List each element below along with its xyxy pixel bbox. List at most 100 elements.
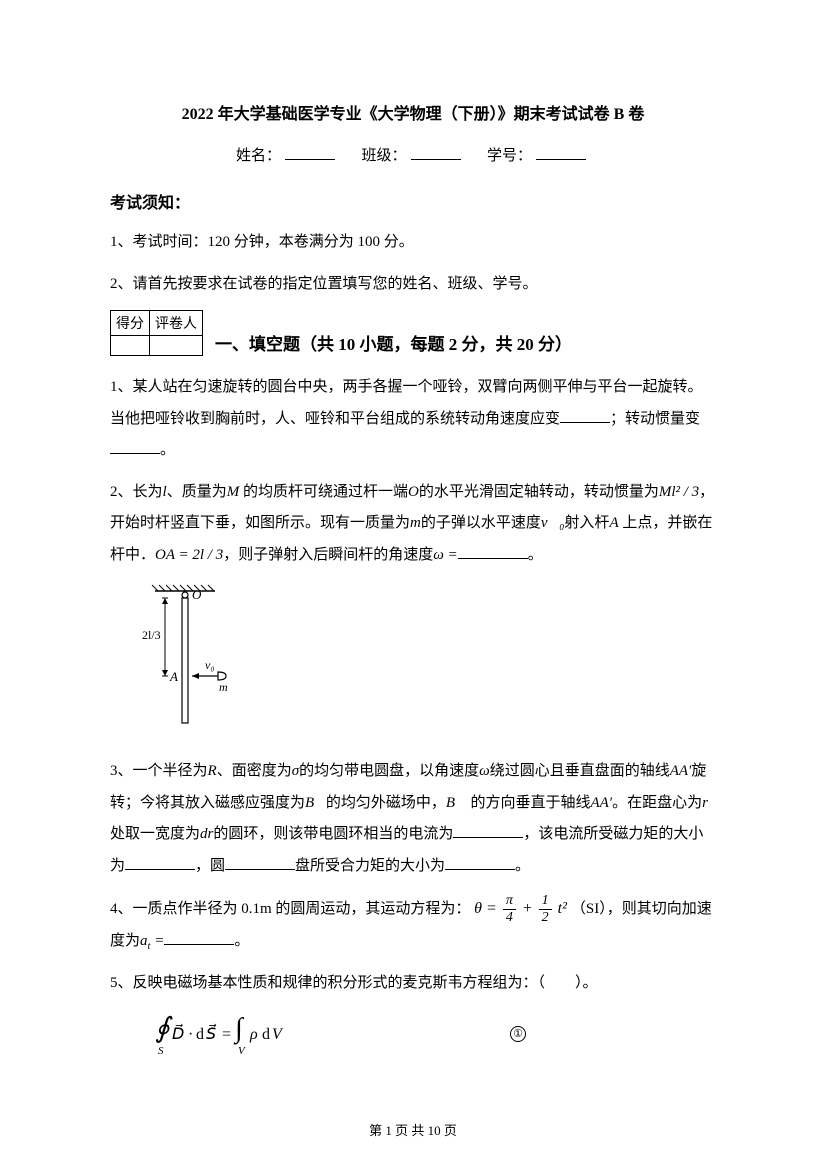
q3-var-AA1: AA′: [670, 763, 692, 779]
q3-text-l: ，圆: [195, 858, 225, 874]
section1-title: 一、填空题（共 10 小题，每题 2 分，共 20 分）: [215, 310, 572, 355]
q3-blank-2: [125, 855, 195, 870]
eq-number-1: ①: [510, 1026, 526, 1042]
q3-text-b: 、面密度为: [217, 763, 292, 779]
q1-blank-2: [110, 439, 160, 454]
q3-text-c: 的均匀带电圆盘，以角速度: [299, 763, 479, 779]
svg-text:ρ: ρ: [249, 1026, 258, 1043]
q3-text-i: 处取一宽度为: [110, 826, 200, 842]
q2-text-c: 的均质杆可绕通过杆一端: [239, 484, 408, 500]
q4-text-c: 。: [234, 933, 249, 949]
q4-t2: t²: [558, 900, 567, 917]
q1-blank-1: [560, 408, 610, 423]
id-label: 学号：: [487, 148, 532, 164]
q3-text-a: 3、一个半径为: [110, 763, 208, 779]
q3-blank-4: [445, 855, 515, 870]
q2-blank: [458, 544, 528, 559]
question-2: 2、长为l、质量为M 的均质杆可绕通过杆一端O的水平光滑固定轴转动，转动惯量为M…: [110, 477, 716, 572]
q2-text-j: 。: [528, 547, 543, 563]
q4-theta: θ: [474, 900, 482, 917]
notice-1: 1、考试时间：120 分钟，本卷满分为 100 分。: [110, 227, 716, 259]
svg-text:d: d: [196, 1026, 204, 1043]
q2-var-v0: v⃗₀: [541, 515, 565, 531]
question-4: 4、一质点作半径为 0.1m 的圆周运动，其运动方程为： θ = π4 + 12…: [110, 892, 716, 958]
svg-text:V: V: [272, 1026, 284, 1043]
q4-plus: +: [522, 900, 533, 917]
q3-var-B: B⃗: [305, 795, 326, 811]
q4-frac1-den: 4: [503, 910, 516, 925]
q4-blank: [164, 930, 234, 945]
q1-text-c: 。: [160, 442, 175, 458]
score-cell-grader: 评卷人: [150, 311, 203, 336]
q3-text-g: 的方向垂直于轴线: [467, 795, 591, 811]
svg-text:v₀: v₀: [205, 658, 215, 672]
q3-text-n: 。: [515, 858, 530, 874]
section1-header-row: 得分 评卷人 一、填空题（共 10 小题，每题 2 分，共 20 分）: [110, 310, 716, 356]
q3-text-f: 的均匀外磁场中，: [326, 795, 446, 811]
name-blank: [285, 159, 335, 160]
q2-var-m: m: [410, 515, 421, 531]
q3-var-AA2: AA′: [590, 795, 612, 811]
q3-text-j: 的圆环，则该带电圆环相当的电流为: [213, 826, 453, 842]
notice-heading: 考试须知：: [110, 189, 716, 213]
score-cell-empty1: [111, 336, 150, 356]
q2-var-A: A: [609, 515, 618, 531]
q4-eq: =: [486, 900, 497, 917]
q3-text-h: 。在距盘心为: [612, 795, 702, 811]
question-1: 1、某人站在匀速旋转的圆台中央，两手各握一个哑铃，双臂向两侧平伸与平台一起旋转。…: [110, 372, 716, 467]
score-cell-score: 得分: [111, 311, 150, 336]
svg-text:∫: ∫: [233, 1013, 245, 1045]
q4-frac2: 12: [539, 893, 552, 925]
score-cell-empty2: [150, 336, 203, 356]
q3-var-sigma: σ: [292, 763, 299, 779]
q5-text-a: 5、反映电磁场基本性质和规律的积分形式的麦克斯韦方程组为：（ ）。: [110, 975, 598, 991]
svg-text:S⃗: S⃗: [206, 1023, 217, 1043]
q2-text-i: ，则子弹射入后瞬间杆的角速度: [223, 547, 433, 563]
q2-text-b: 、质量为: [167, 484, 227, 500]
q2-var-M: M: [227, 484, 240, 500]
q4-var-at: at =: [140, 933, 164, 949]
class-blank: [411, 159, 461, 160]
svg-text:O: O: [192, 587, 202, 602]
q4-frac1-num: π: [503, 893, 516, 909]
student-info-line: 姓名： 班级： 学号：: [110, 144, 716, 165]
question-3: 3、一个半径为R、面密度为σ的均匀带电圆盘，以角速度ω绕过圆心且垂直盘面的轴线A…: [110, 756, 716, 882]
q2-diagram: O 2l/3 A v₀ m: [140, 581, 716, 736]
q5-formula-block: ∮ S D⃗ · d S⃗ = ∫ V ρ d V ①: [150, 1009, 716, 1059]
q3-text-d: 绕过圆心且垂直盘面的轴线: [490, 763, 670, 779]
svg-text:m: m: [219, 680, 228, 694]
svg-text:A: A: [169, 669, 178, 684]
id-blank: [536, 159, 586, 160]
q3-blank-3: [225, 855, 295, 870]
q3-var-omega: ω: [479, 763, 490, 779]
q3-var-dr: dr: [200, 826, 213, 842]
q3-text-m: 盘所受合力矩的大小为: [295, 858, 445, 874]
q4-frac2-num: 1: [539, 893, 552, 909]
maxwell-eq-1: ∮ S D⃗ · d S⃗ = ∫ V ρ d V: [150, 1009, 310, 1059]
svg-text:·: ·: [188, 1026, 193, 1043]
q3-var-r: r: [702, 795, 708, 811]
q3-blank-1: [453, 823, 523, 838]
svg-text:=: =: [222, 1026, 231, 1043]
q3-var-B2: B⃗: [446, 795, 467, 811]
svg-text:D⃗: D⃗: [172, 1023, 184, 1043]
svg-text:2l/3: 2l/3: [142, 628, 161, 642]
exam-title: 2022 年大学基础医学专业《大学物理（下册）》期末考试试卷 B 卷: [110, 100, 716, 124]
q2-text-a: 2、长为: [110, 484, 163, 500]
svg-text:∮: ∮: [155, 1013, 173, 1044]
q2-var-Ml2-3: Ml² / 3: [659, 484, 699, 500]
q2-text-g: 射入杆: [564, 515, 609, 531]
q2-text-d: 的水平光滑固定轴转动，转动惯量为: [419, 484, 659, 500]
q1-text-b: ；转动惯量变: [610, 411, 700, 427]
q2-var-omega: ω =: [433, 547, 457, 563]
q2-var-OA: OA = 2l / 3: [155, 547, 223, 563]
svg-text:V: V: [238, 1045, 246, 1057]
svg-text:S: S: [158, 1045, 164, 1057]
page-footer: 第 1 页 共 10 页: [0, 1120, 826, 1139]
q4-frac1: π4: [503, 893, 516, 925]
score-table: 得分 评卷人: [110, 310, 203, 356]
q4-text-a: 4、一质点作半径为 0.1m 的圆周运动，其运动方程为：: [110, 901, 470, 917]
class-label: 班级：: [361, 148, 406, 164]
notice-2: 2、请首先按要求在试卷的指定位置填写您的姓名、班级、学号。: [110, 269, 716, 301]
q4-formula: θ = π4 + 12 t²: [474, 900, 571, 917]
